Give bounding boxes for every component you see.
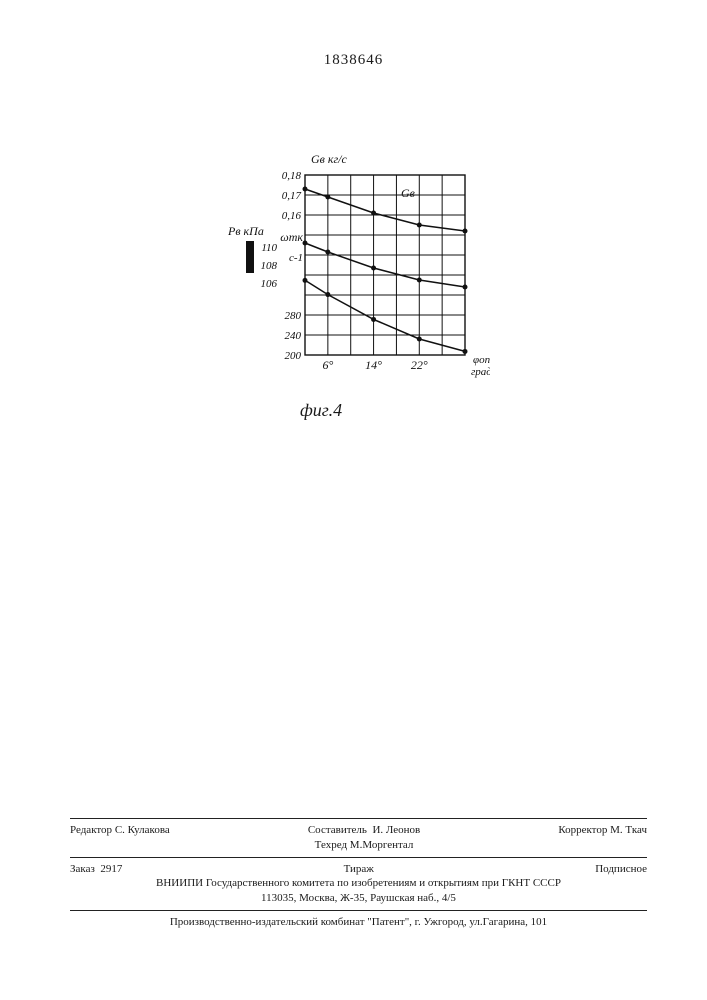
divider [70, 857, 647, 858]
figure-caption: фиг.4 [300, 400, 342, 421]
chart-svg: Gв кг/с 0,18 0,17 0,16 Pв кПа 110 108 106 ωтк с-1… [220, 145, 490, 390]
corrector-cell: Корректор М. Ткач [558, 823, 647, 853]
svg-text:Pв кПа: Pв кПа [227, 224, 264, 238]
footer-block: Редактор С. Кулакова Составитель И. Леон… [70, 814, 647, 930]
tirazh-cell: Тираж [344, 862, 374, 877]
svg-text:106: 106 [261, 278, 278, 290]
svg-text:с-1: с-1 [289, 252, 303, 264]
svg-text:0,18: 0,18 [282, 170, 302, 182]
svg-text:110: 110 [261, 242, 277, 254]
editor-name: С. Кулакова [115, 824, 170, 836]
divider [70, 910, 647, 911]
svg-text:22°: 22° [411, 358, 428, 372]
svg-text:φоп: φоп [473, 354, 490, 366]
order-cell: Заказ 2917 [70, 862, 122, 877]
svg-text:град: град [471, 366, 490, 378]
svg-text:Gв кг/с: Gв кг/с [311, 152, 348, 166]
order-row: Заказ 2917 Тираж Подписное [70, 862, 647, 877]
svg-text:0,16: 0,16 [282, 210, 302, 222]
org-line-1: ВНИИПИ Государственного комитета по изоб… [70, 876, 647, 891]
svg-text:Gв: Gв [401, 186, 415, 200]
corrector-name: М. Ткач [610, 824, 647, 836]
order-label: Заказ [70, 863, 95, 875]
chart: Gв кг/с 0,18 0,17 0,16 Pв кПа 110 108 106 ωтк с-1… [220, 145, 490, 405]
compiler-label: Составитель [308, 824, 367, 836]
page: 1838646 Gв кг/с 0,18 0,17 0,16 Pв кПа 110 108 1… [0, 0, 707, 1000]
svg-text:200: 200 [285, 350, 302, 362]
corrector-label: Корректор [558, 824, 607, 836]
svg-text:14°: 14° [365, 358, 382, 372]
doc-number: 1838646 [0, 52, 707, 69]
techred-name: М.Моргентал [350, 839, 414, 851]
compiler-cell: Составитель И. Леонов Техред М.Моргентал [308, 823, 420, 853]
subscription-cell: Подписное [595, 862, 647, 877]
svg-text:6°: 6° [322, 358, 333, 372]
svg-text:280: 280 [285, 310, 302, 322]
order-number: 2917 [100, 863, 122, 875]
svg-text:0,17: 0,17 [282, 190, 302, 202]
compiler-name: И. Леонов [372, 824, 420, 836]
org-line-2: 113035, Москва, Ж-35, Раушская наб., 4/5 [70, 891, 647, 906]
printer-line: Производственно-издательский комбинат "П… [70, 915, 647, 930]
editor-cell: Редактор С. Кулакова [70, 823, 170, 853]
divider [70, 818, 647, 819]
credits-row-1: Редактор С. Кулакова Составитель И. Леон… [70, 823, 647, 853]
svg-text:ωтк: ωтк [280, 230, 303, 244]
svg-text:240: 240 [285, 330, 302, 342]
svg-text:108: 108 [261, 260, 278, 272]
editor-label: Редактор [70, 824, 112, 836]
techred-label: Техред [315, 839, 347, 851]
